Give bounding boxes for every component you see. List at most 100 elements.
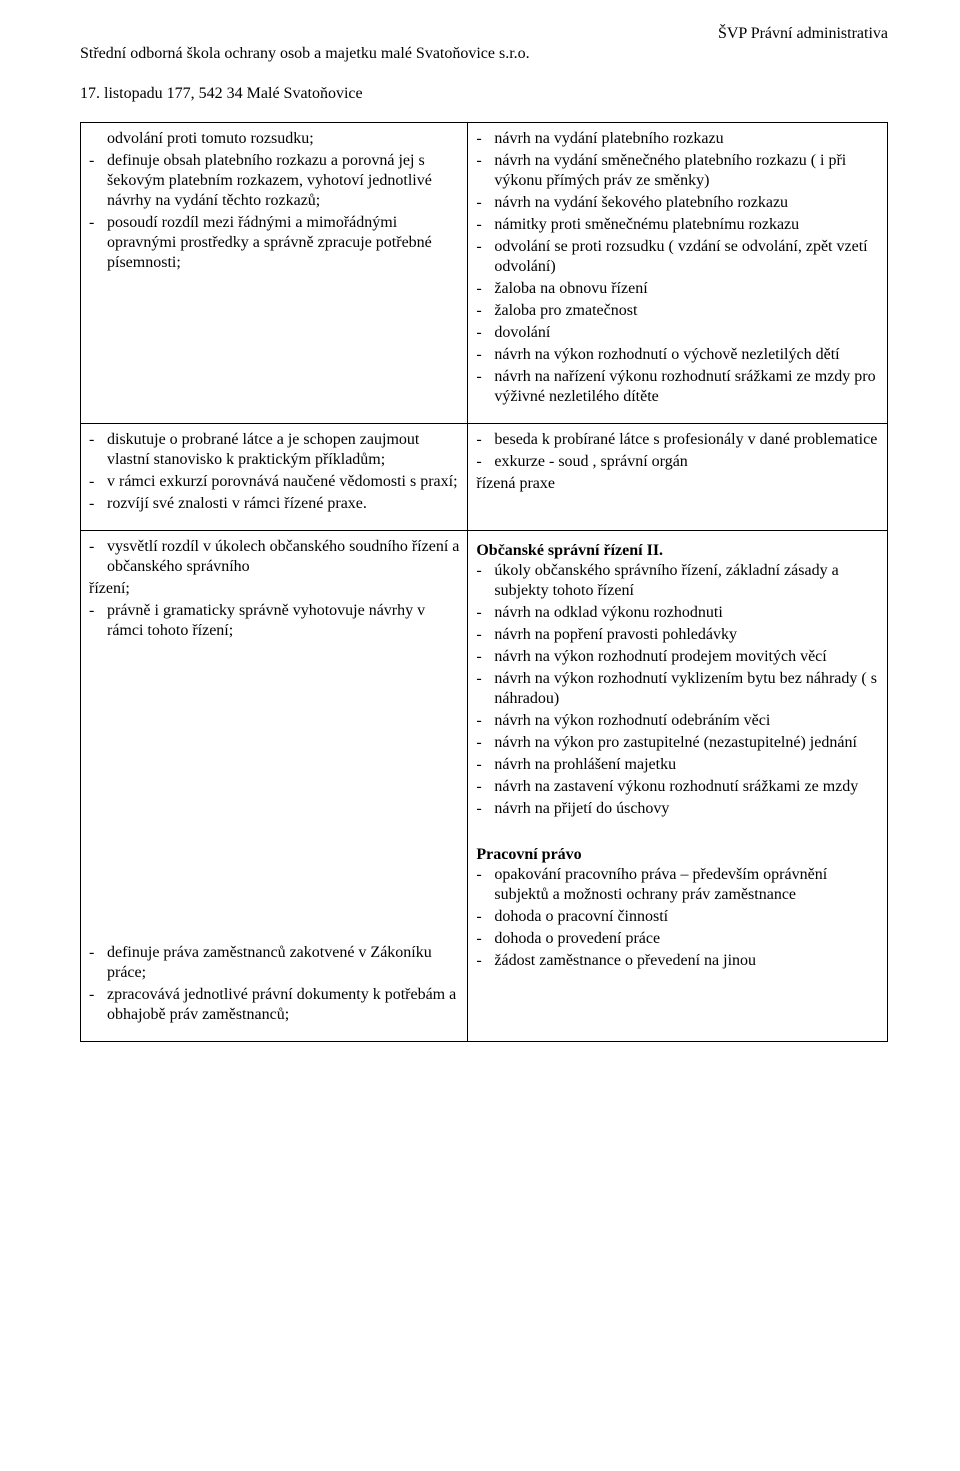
right-cell: Občanské správní řízení II.úkoly občansk… (468, 531, 888, 1042)
list-item-text: právně i gramaticky správně vyhotovuje n… (107, 602, 425, 639)
list-item: návrh na odklad výkonu rozhodnuti (476, 603, 879, 623)
list-item-text: diskutuje o probrané látce a je schopen … (107, 431, 419, 468)
header-school-name: Střední odborná škola ochrany osob a maj… (80, 45, 530, 62)
spacer (89, 823, 459, 843)
list-item-text: návrh na výkon pro zastupitelné (nezastu… (494, 734, 857, 751)
table-row: odvolání proti tomuto rozsudku; definuje … (81, 123, 888, 424)
continuation-text: odvolání proti tomuto rozsudku; (89, 129, 459, 149)
list-item-text: úkoly občanského správního řízení, zákla… (494, 562, 838, 599)
list-item: návrh na vydání směnečného platebního ro… (476, 151, 879, 191)
list-item: dohoda o pracovní činností (476, 907, 879, 927)
right-cell: návrh na vydání platebního rozkazunávrh … (468, 123, 888, 424)
list-item-text: návrh na zastavení výkonu rozhodnutí srá… (494, 778, 858, 795)
content-table: odvolání proti tomuto rozsudku; definuje … (80, 122, 888, 1042)
spacer (89, 743, 459, 763)
list-item: diskutuje o probrané látce a je schopen … (89, 430, 459, 470)
list-item: návrh na výkon rozhodnutí vyklizením byt… (476, 669, 879, 709)
list-item-text: odvolání se proti rozsudku ( vzdání se o… (494, 238, 867, 275)
list-item: posoudí rozdíl mezi řádnými a mimořádným… (89, 213, 459, 273)
list-item: návrh na nařízení výkonu rozhodnutí sráž… (476, 367, 879, 407)
list-item: opakování pracovního práva – především o… (476, 865, 879, 905)
section-title: Občanské správní řízení II. (476, 541, 879, 561)
dash-list: definuje obsah platebního rozkazu a poro… (89, 151, 459, 273)
spacer (89, 723, 459, 743)
list-item-text: návrh na odklad výkonu rozhodnuti (494, 604, 722, 621)
list-item: návrh na vydání šekového platebního rozk… (476, 193, 879, 213)
list-item-text: návrh na výkon rozhodnutí o výchově nezl… (494, 346, 839, 363)
list-item-text: žaloba na obnovu řízení (494, 280, 647, 297)
list-item: rozvíjí své znalosti v rámci řízené prax… (89, 494, 459, 514)
list-item-text: návrh na vydání šekového platebního rozk… (494, 194, 788, 211)
list-item-text: dohoda o pracovní činností (494, 908, 668, 925)
list-item-text: dohoda o provedení práce (494, 930, 660, 947)
list-item: žaloba pro zmatečnost (476, 301, 879, 321)
list-item-text: návrh na vydání směnečného platebního ro… (494, 152, 846, 189)
list-item: návrh na výkon rozhodnutí prodejem movit… (476, 647, 879, 667)
spacer (89, 903, 459, 923)
spacer (89, 763, 459, 783)
plain-text: řízení; (89, 579, 459, 599)
dash-list: diskutuje o probrané látce a je schopen … (89, 430, 459, 514)
list-item: beseda k probírané látce s profesionály … (476, 430, 879, 450)
spacer (89, 883, 459, 903)
list-item-text: rozvíjí své znalosti v rámci řízené prax… (107, 495, 367, 512)
page-header: Střední odborná škola ochrany osob a maj… (80, 24, 888, 104)
list-item-text: exkurze - soud , správní orgán (494, 453, 687, 470)
spacer (89, 663, 459, 683)
list-item-text: návrh na výkon rozhodnutí vyklizením byt… (494, 670, 877, 707)
list-item: návrh na popření pravosti pohledávky (476, 625, 879, 645)
list-item: návrh na výkon pro zastupitelné (nezastu… (476, 733, 879, 753)
list-item: žaloba na obnovu řízení (476, 279, 879, 299)
header-right: ŠVP Právní administrativa (718, 24, 888, 104)
spacer (89, 683, 459, 703)
list-item: odvolání se proti rozsudku ( vzdání se o… (476, 237, 879, 277)
list-item-text: definuje práva zaměstnanců zakotvené v Z… (107, 944, 432, 981)
list-item: návrh na výkon rozhodnutí o výchově nezl… (476, 345, 879, 365)
list-item: zpracovává jednotlivé právní dokumenty k… (89, 985, 459, 1025)
header-left: Střední odborná škola ochrany osob a maj… (80, 24, 530, 104)
dash-list: úkoly občanského správního řízení, zákla… (476, 561, 879, 819)
list-item: definuje práva zaměstnanců zakotvené v Z… (89, 943, 459, 983)
list-item-text: návrh na výkon rozhodnutí prodejem movit… (494, 648, 826, 665)
list-item-text: zpracovává jednotlivé právní dokumenty k… (107, 986, 456, 1023)
dash-list: opakování pracovního práva – především o… (476, 865, 879, 971)
list-item: návrh na výkon rozhodnutí odebráním věci (476, 711, 879, 731)
list-item: v rámci exkurzí porovnává naučené vědomo… (89, 472, 459, 492)
list-item-text: posoudí rozdíl mezi řádnými a mimořádným… (107, 214, 432, 271)
dash-list: návrh na vydání platebního rozkazunávrh … (476, 129, 879, 407)
list-item: návrh na přijetí do úschovy (476, 799, 879, 819)
spacer (89, 643, 459, 663)
list-item-text: v rámci exkurzí porovnává naučené vědomo… (107, 473, 458, 490)
list-item-text: návrh na výkon rozhodnutí odebráním věci (494, 712, 770, 729)
table-row: vysvětlí rozdíl v úkolech občanského sou… (81, 531, 888, 1042)
left-cell: odvolání proti tomuto rozsudku; definuje … (81, 123, 468, 424)
list-item-text: opakování pracovního práva – především o… (494, 866, 827, 903)
dash-list: právně i gramaticky správně vyhotovuje n… (89, 601, 459, 641)
left-cell: diskutuje o probrané látce a je schopen … (81, 424, 468, 531)
list-item-text: návrh na prohlášení majetku (494, 756, 676, 773)
list-item: dohoda o provedení práce (476, 929, 879, 949)
list-item-text: návrh na přijetí do úschovy (494, 800, 669, 817)
list-item-text: vysvětlí rozdíl v úkolech občanského sou… (107, 538, 459, 575)
dash-list: beseda k probírané látce s profesionály … (476, 430, 879, 472)
page: Střední odborná škola ochrany osob a maj… (0, 0, 960, 1471)
list-item: exkurze - soud , správní orgán (476, 452, 879, 472)
list-item: právně i gramaticky správně vyhotovuje n… (89, 601, 459, 641)
list-item: vysvětlí rozdíl v úkolech občanského sou… (89, 537, 459, 577)
spacer (89, 783, 459, 803)
left-cell: vysvětlí rozdíl v úkolech občanského sou… (81, 531, 468, 1042)
spacer (89, 843, 459, 863)
spacer (476, 821, 879, 841)
list-item-text: návrh na nařízení výkonu rozhodnutí sráž… (494, 368, 875, 405)
list-item: žádost zaměstnance o převedení na jinou (476, 951, 879, 971)
dash-list: vysvětlí rozdíl v úkolech občanského sou… (89, 537, 459, 577)
header-address: 17. listopadu 177, 542 34 Malé Svatoňovi… (80, 85, 363, 102)
list-item: návrh na prohlášení majetku (476, 755, 879, 775)
list-item: dovolání (476, 323, 879, 343)
list-item-text: námitky proti směnečnému platebnímu rozk… (494, 216, 799, 233)
list-item-text: definuje obsah platebního rozkazu a poro… (107, 152, 432, 209)
list-item-text: žádost zaměstnance o převedení na jinou (494, 952, 756, 969)
section-title: Pracovní právo (476, 845, 879, 865)
list-item-text: žaloba pro zmatečnost (494, 302, 637, 319)
list-item-text: návrh na popření pravosti pohledávky (494, 626, 737, 643)
